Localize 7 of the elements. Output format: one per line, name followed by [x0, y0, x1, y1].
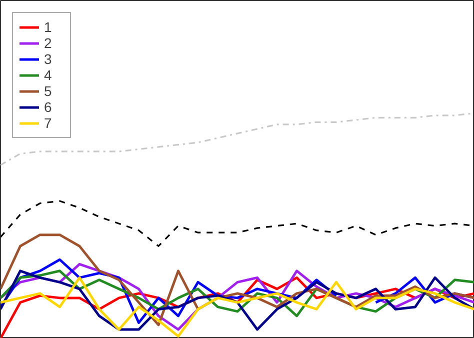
legend-label: 5 — [44, 83, 53, 99]
legend-label: 6 — [44, 99, 53, 115]
legend-label: 7 — [44, 115, 53, 131]
legend-label: 3 — [44, 51, 53, 67]
legend-label: 4 — [44, 67, 53, 83]
legend-label: 1 — [44, 19, 53, 35]
legend-label: 2 — [44, 35, 53, 51]
